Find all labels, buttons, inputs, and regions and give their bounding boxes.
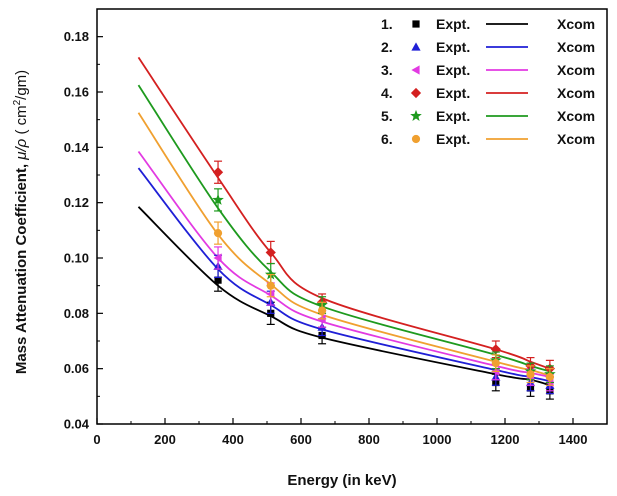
- legend-xcom-label: Xcom: [557, 131, 595, 147]
- legend-marker: [411, 134, 421, 144]
- x-tick-label: 800: [358, 432, 380, 447]
- expt-series-5: [212, 188, 556, 384]
- legend-expt-label: Expt.: [436, 62, 470, 78]
- x-tick-label: 400: [222, 432, 244, 447]
- x-tick-label: 600: [290, 432, 312, 447]
- legend-entry-1: 1. Expt. Xcom: [381, 16, 595, 32]
- legend-xcom-label: Xcom: [557, 62, 595, 78]
- legend-number: 1.: [381, 16, 393, 32]
- x-tick-label: 1400: [559, 432, 588, 447]
- y-tick-label: 0.04: [64, 417, 90, 432]
- expt-point: [491, 359, 500, 368]
- expt-point: [266, 281, 275, 290]
- expt-series-1: [214, 268, 554, 400]
- x-tick-label: 200: [154, 432, 176, 447]
- legend-expt-label: Expt.: [436, 16, 470, 32]
- x-tick-label: 1200: [491, 432, 520, 447]
- expt-point: [213, 229, 223, 238]
- legend-expt-label: Expt.: [436, 108, 470, 124]
- xcom-curve-2: [137, 167, 551, 383]
- y-tick-label: 0.12: [64, 195, 89, 210]
- legend-expt-label: Expt.: [436, 131, 470, 147]
- xcom-curves: [137, 56, 551, 387]
- legend-xcom-label: Xcom: [557, 85, 595, 101]
- legend-marker: [410, 87, 422, 99]
- legend-entry-5: 5. Expt. Xcom: [381, 108, 595, 124]
- legend-marker: [412, 20, 420, 28]
- plot-frame: [96, 8, 608, 425]
- expt-point: [213, 253, 222, 263]
- legend-entry-3: 3. Expt. Xcom: [381, 62, 595, 78]
- expt-point: [265, 247, 276, 258]
- y-tick-label: 0.08: [64, 306, 89, 321]
- expt-point: [545, 372, 554, 382]
- legend-number: 5.: [381, 108, 393, 124]
- expt-point: [526, 370, 535, 379]
- expt-point: [212, 167, 224, 178]
- legend-xcom-label: Xcom: [557, 39, 595, 55]
- y-axis-label-unit-close: /gm): [13, 70, 30, 100]
- y-tick-label: 0.18: [64, 29, 89, 44]
- y-axis-label-symbol: μ/ρ: [13, 138, 30, 160]
- expt-point: [214, 276, 222, 284]
- y-tick-label: 0.14: [64, 140, 90, 155]
- expt-point: [212, 193, 224, 205]
- legend-number: 2.: [381, 39, 393, 55]
- y-axis-label: Mass Attenuation Coefficient, μ/ρ ( cm2/…: [12, 70, 30, 374]
- legend-marker: [411, 42, 421, 51]
- legend-entry-4: 4. Expt. Xcom: [381, 85, 595, 101]
- legend: 1. Expt. Xcom 2. Expt. Xcom 3. Expt. Xcom 4. Expt.…: [381, 16, 595, 147]
- x-axis-ticks: 0 200 400 600 800 1000 1200 1400: [93, 418, 587, 447]
- y-tick-label: 0.16: [64, 85, 89, 100]
- expt-points: [212, 160, 556, 400]
- x-tick-label: 1000: [423, 432, 452, 447]
- x-tick-label: 0: [93, 432, 100, 447]
- y-axis-label-unit-sup: 2: [12, 99, 23, 105]
- y-tick-label: 0.06: [64, 361, 89, 376]
- legend-marker: [410, 109, 422, 121]
- xcom-curve-1: [137, 206, 551, 387]
- legend-entry-6: 6. Expt. Xcom: [381, 131, 595, 147]
- legend-number: 6.: [381, 131, 393, 147]
- legend-xcom-label: Xcom: [557, 108, 595, 124]
- x-axis-label: Energy (in keV): [287, 472, 396, 489]
- expt-point: [317, 306, 327, 315]
- legend-expt-label: Expt.: [436, 39, 470, 55]
- legend-xcom-label: Xcom: [557, 16, 595, 32]
- expt-series-6: [213, 221, 554, 386]
- legend-number: 4.: [381, 85, 393, 101]
- y-axis-label-main: Mass Attenuation Coefficient,: [13, 160, 30, 374]
- legend-entry-2: 2. Expt. Xcom: [381, 39, 595, 55]
- y-axis-ticks: 0.04 0.06 0.08 0.10 0.12 0.14 0.16 0.18: [64, 8, 103, 432]
- y-axis-label-unit-open: ( cm: [13, 105, 30, 138]
- y-tick-label: 0.10: [64, 251, 89, 266]
- legend-number: 3.: [381, 62, 393, 78]
- plot-area: [96, 8, 608, 425]
- legend-marker: [411, 65, 420, 75]
- legend-expt-label: Expt.: [436, 85, 470, 101]
